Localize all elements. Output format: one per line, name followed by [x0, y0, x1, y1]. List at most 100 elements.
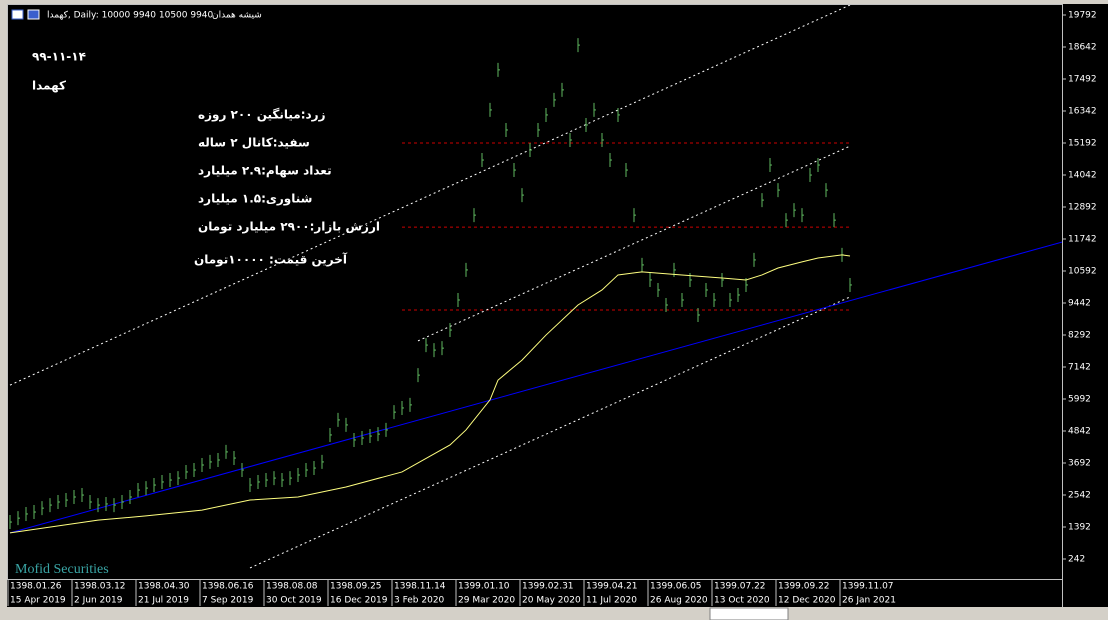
- watermark: Mofid Securities: [15, 562, 109, 577]
- price-bar: [361, 431, 364, 446]
- x-tick-label-gregorian: 11 Jul 2020: [586, 596, 637, 606]
- x-tick-label-gregorian: 20 May 2020: [522, 596, 581, 606]
- price-bar: [33, 505, 36, 520]
- price-bar: [553, 92, 556, 107]
- price-bar: [585, 117, 588, 132]
- window-left: [0, 0, 7, 620]
- price-bar: [481, 153, 484, 168]
- annotation: زرد:میانگین ۲۰۰ روزه: [198, 108, 326, 123]
- x-tick-label-gregorian: 26 Jan 2021: [842, 596, 896, 606]
- y-tick-label: 242: [1068, 554, 1085, 564]
- price-bar: [321, 454, 324, 469]
- price-bar: [49, 498, 52, 513]
- price-bar: [393, 405, 396, 420]
- price-bar: [65, 493, 68, 508]
- price-bar: [353, 432, 356, 447]
- price-bar: [609, 153, 612, 168]
- price-bar: [177, 471, 180, 486]
- price-bar: [721, 272, 724, 287]
- price-bar: [233, 451, 236, 466]
- x-tick-label: 1399.07.22: [714, 582, 766, 592]
- price-bar: [633, 208, 636, 223]
- y-tick-label: 12892: [1068, 202, 1097, 212]
- price-bar: [145, 481, 148, 496]
- price-bar: [753, 252, 756, 267]
- price-bar: [401, 400, 404, 415]
- price-bar: [577, 38, 580, 53]
- moving-average: [9, 254, 851, 534]
- price-bar: [217, 452, 220, 467]
- price-bar: [41, 501, 44, 516]
- price-bar: [209, 454, 212, 469]
- price-bar: [433, 343, 436, 358]
- x-tick-label: 1399.04.21: [586, 582, 638, 592]
- price-bar: [497, 62, 500, 77]
- price-bar: [137, 483, 140, 498]
- price-bar: [249, 478, 252, 493]
- price-bar: [385, 422, 388, 437]
- price-bar: [305, 463, 308, 478]
- x-tick-label-gregorian: 29 Mar 2020: [458, 596, 515, 606]
- price-bar: [825, 183, 828, 198]
- price-bar: [473, 208, 476, 223]
- price-bar: [569, 132, 572, 147]
- price-bar: [313, 461, 316, 476]
- price-bar: [241, 463, 244, 478]
- price-bar: [521, 188, 524, 203]
- price-bar: [9, 515, 12, 530]
- x-tick-label-gregorian: 26 Aug 2020: [650, 596, 708, 606]
- price-bar: [17, 511, 20, 526]
- price-bar: [769, 158, 772, 173]
- y-tick-label: 11742: [1068, 234, 1097, 244]
- chart-subtitle: شیشه همدان: [212, 11, 262, 21]
- y-tick-label: 18642: [1068, 42, 1097, 52]
- price-bar: [561, 82, 564, 97]
- price-bar: [289, 471, 292, 486]
- y-tick-label: 16342: [1068, 106, 1097, 116]
- price-bar: [185, 464, 188, 479]
- price-bar: [257, 474, 260, 489]
- price-bar: [625, 163, 628, 178]
- x-tick-label-gregorian: 13 Oct 2020: [714, 596, 770, 606]
- price-bar: [97, 498, 100, 513]
- annotation: شناوری:۱.۵ میلیارد: [198, 192, 312, 207]
- x-tick-label: 1398.01.26: [10, 582, 62, 592]
- price-bar: [761, 193, 764, 208]
- y-tick-label: 19792: [1068, 10, 1097, 20]
- price-bar: [441, 341, 444, 356]
- price-bar: [57, 495, 60, 510]
- x-tick-label-gregorian: 2 Jun 2019: [74, 596, 123, 606]
- price-bar: [465, 262, 468, 277]
- price-bar: [617, 107, 620, 122]
- active-tab[interactable]: [709, 607, 789, 620]
- x-tick-label-gregorian: 30 Oct 2019: [266, 596, 322, 606]
- price-bar: [809, 168, 812, 183]
- x-tick-label-gregorian: 3 Feb 2020: [394, 596, 445, 606]
- icon: [11, 9, 24, 20]
- price-bar: [505, 122, 508, 137]
- y-tick-label: 17492: [1068, 74, 1097, 84]
- price-bar: [849, 277, 852, 292]
- price-bar: [345, 417, 348, 432]
- price-bar: [337, 412, 340, 427]
- price-bar: [281, 473, 284, 488]
- price-bar: [265, 473, 268, 488]
- x-tick-label: 1398.08.08: [266, 582, 318, 592]
- channel-line: [9, 241, 1062, 534]
- y-tick-label: 15192: [1068, 138, 1097, 148]
- price-bar: [649, 272, 652, 287]
- price-bar: [425, 338, 428, 353]
- channel-line: [417, 145, 851, 342]
- price-bar: [489, 102, 492, 117]
- price-bar: [25, 506, 28, 521]
- price-bar: [169, 473, 172, 488]
- price-bar: [817, 158, 820, 173]
- annotation: آخرین قیمت: ۱۰۰۰۰تومان: [194, 252, 348, 268]
- x-tick-label: 1398.04.30: [138, 582, 190, 592]
- y-tick-label: 9442: [1068, 298, 1091, 308]
- x-tick-label: 1398.11.14: [394, 582, 446, 592]
- x-tick-label: 1398.03.12: [74, 582, 126, 592]
- price-bar: [529, 143, 532, 158]
- y-tick-label: 14042: [1068, 170, 1097, 180]
